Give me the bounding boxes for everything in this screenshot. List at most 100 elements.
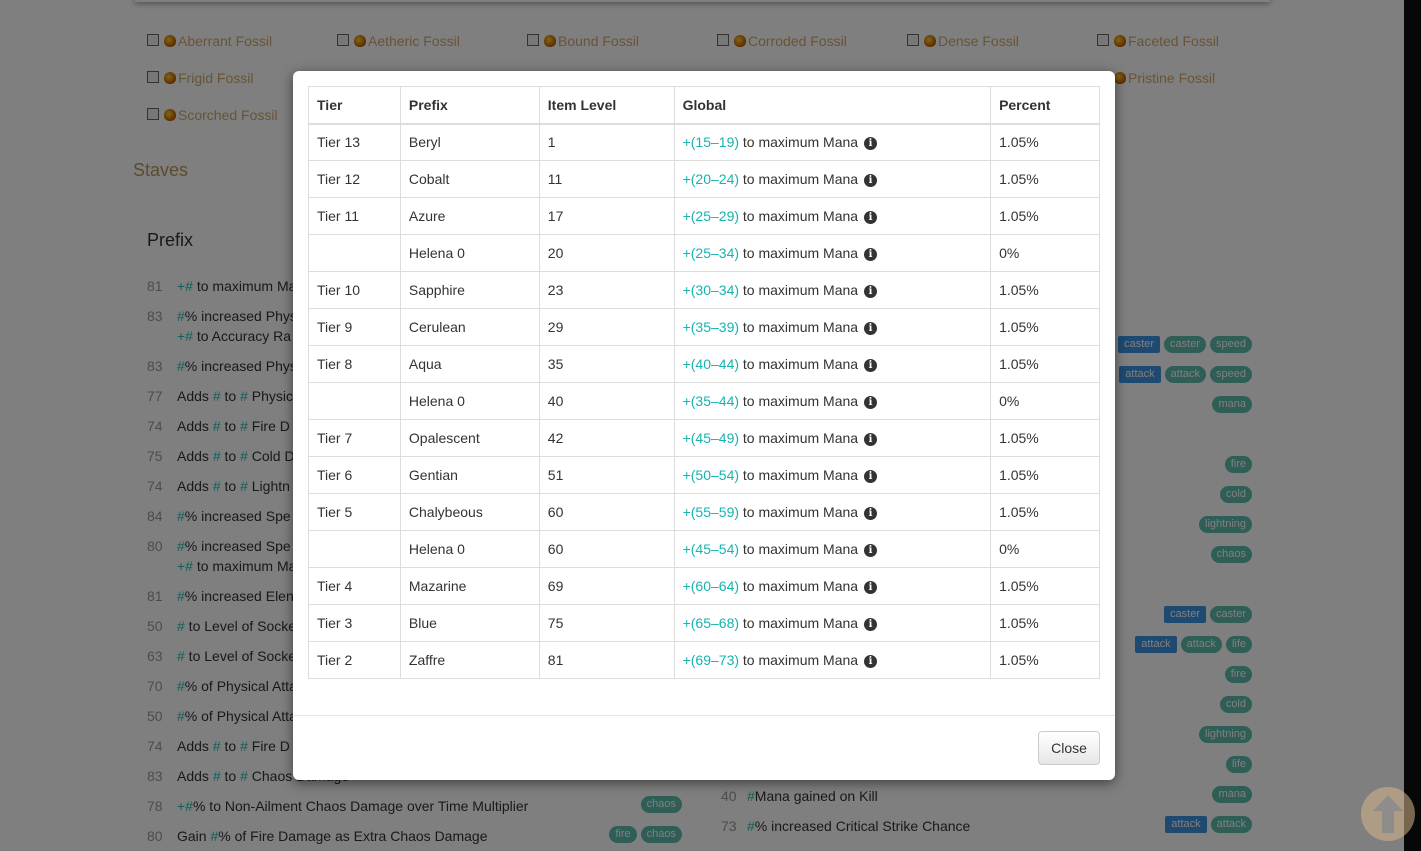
item-level-cell: 29 <box>538 308 675 346</box>
table-row: Tier 3 Blue 75 +(65–68) to maximum Mana i 1.… <box>308 604 1100 642</box>
global-cell: +(30–34) to maximum Mana i <box>673 271 992 309</box>
tier-table: Tier Prefix Item Level Global Percent Tier 1… <box>308 86 1100 679</box>
prefix-cell: Azure <box>399 197 540 235</box>
item-level-cell: 20 <box>538 234 675 272</box>
column-header: Prefix <box>399 86 540 125</box>
tier-cell: Tier 3 <box>308 604 401 642</box>
global-cell: +(45–49) to maximum Mana i <box>673 419 992 457</box>
percent-cell: 1.05% <box>990 197 1100 235</box>
global-cell: +(25–29) to maximum Mana i <box>673 197 992 235</box>
info-icon[interactable]: i <box>863 137 877 151</box>
tier-cell: Tier 4 <box>308 567 401 605</box>
mod-tiers-modal: Tier Prefix Item Level Global Percent Tier 1… <box>293 71 1115 780</box>
value-range: +(65–68) <box>682 615 740 631</box>
tier-cell: Tier 9 <box>308 308 401 346</box>
arrow-up-icon <box>1373 795 1403 833</box>
table-row: Tier 7 Opalescent 42 +(45–49) to maximum Ma… <box>308 419 1100 457</box>
info-icon[interactable]: i <box>863 581 877 594</box>
item-level-cell: 17 <box>538 197 675 235</box>
table-row: Tier 4 Mazarine 69 +(60–64) to maximum Mana… <box>308 567 1100 605</box>
table-row: Tier 9 Cerulean 29 +(35–39) to maximum Mana… <box>308 308 1100 346</box>
value-range: +(20–24) <box>682 171 740 187</box>
tier-cell: Tier 6 <box>308 456 401 494</box>
item-level-cell: 69 <box>538 567 675 605</box>
value-range: +(50–54) <box>682 467 740 483</box>
percent-cell: 1.05% <box>990 308 1100 346</box>
percent-cell: 1.05% <box>990 345 1100 383</box>
stat-text: to maximum Mana <box>739 393 859 409</box>
modal-footer <box>293 715 1115 716</box>
global-cell: +(55–59) to maximum Mana i <box>673 493 992 531</box>
table-row: Tier 8 Aqua 35 +(40–44) to maximum Mana i 1.… <box>308 345 1100 383</box>
prefix-cell: Aqua <box>399 345 540 383</box>
info-icon[interactable]: i <box>863 211 877 224</box>
global-cell: +(65–68) to maximum Mana i <box>673 604 992 642</box>
value-range: +(69–73) <box>682 652 740 668</box>
value-range: +(25–34) <box>682 245 740 261</box>
scrollbar[interactable] <box>1404 0 1421 851</box>
item-level-cell: 75 <box>538 604 675 642</box>
tier-cell: Tier 8 <box>308 345 401 383</box>
prefix-cell: Cerulean <box>399 308 540 346</box>
close-button[interactable]: Close <box>1038 731 1100 765</box>
percent-cell: 1.05% <box>990 567 1100 605</box>
global-cell: +(50–54) to maximum Mana i <box>673 456 992 494</box>
info-icon[interactable]: i <box>863 359 877 372</box>
stat-text: to maximum Mana <box>739 208 859 224</box>
info-icon[interactable]: i <box>863 285 877 298</box>
stat-text: to maximum Mana <box>739 171 859 187</box>
tier-cell <box>308 234 401 272</box>
percent-cell: 1.05% <box>990 641 1100 679</box>
item-level-cell: 60 <box>538 493 675 531</box>
value-range: +(45–49) <box>682 430 740 446</box>
global-cell: +(15–19) to maximum Mana i <box>673 123 992 161</box>
info-icon[interactable]: i <box>863 433 877 446</box>
info-icon[interactable]: i <box>863 655 877 668</box>
scroll-to-top-button[interactable] <box>1361 787 1415 841</box>
stat-text: to maximum Mana <box>739 541 859 557</box>
value-range: +(60–64) <box>682 578 740 594</box>
stat-text: to maximum Mana <box>739 245 859 261</box>
info-icon[interactable]: i <box>863 248 877 261</box>
table-row: Helena 0 60 +(45–54) to maximum Mana i 0% <box>308 530 1100 568</box>
tier-cell <box>308 530 401 568</box>
percent-cell: 1.05% <box>990 456 1100 494</box>
stat-text: to maximum Mana <box>739 615 859 631</box>
prefix-cell: Sapphire <box>399 271 540 309</box>
prefix-cell: Opalescent <box>399 419 540 457</box>
info-icon[interactable]: i <box>863 322 877 335</box>
prefix-cell: Gentian <box>399 456 540 494</box>
tier-cell <box>308 382 401 420</box>
info-icon[interactable]: i <box>863 507 877 520</box>
item-level-cell: 42 <box>538 419 675 457</box>
column-header: Tier <box>308 86 401 125</box>
info-icon[interactable]: i <box>863 174 877 187</box>
percent-cell: 1.05% <box>990 493 1100 531</box>
percent-cell: 0% <box>990 382 1100 420</box>
tier-cell: Tier 13 <box>308 123 401 161</box>
value-range: +(15–19) <box>682 134 740 151</box>
prefix-cell: Beryl <box>399 123 540 161</box>
item-level-cell: 60 <box>538 530 675 568</box>
table-row: Helena 0 40 +(35–44) to maximum Mana i 0% <box>308 382 1100 420</box>
info-icon[interactable]: i <box>863 470 877 483</box>
prefix-cell: Helena 0 <box>399 382 540 420</box>
table-row: Tier 12 Cobalt 11 +(20–24) to maximum Mana … <box>308 160 1100 198</box>
stat-text: to maximum Mana <box>739 319 859 335</box>
tier-cell: Tier 12 <box>308 160 401 198</box>
percent-cell: 0% <box>990 530 1100 568</box>
info-icon[interactable]: i <box>863 618 877 631</box>
item-level-cell: 11 <box>538 160 675 198</box>
value-range: +(40–44) <box>682 356 740 372</box>
table-row: Tier 6 Gentian 51 +(50–54) to maximum Mana … <box>308 456 1100 494</box>
global-cell: +(35–39) to maximum Mana i <box>673 308 992 346</box>
info-icon[interactable]: i <box>863 396 877 409</box>
prefix-cell: Blue <box>399 604 540 642</box>
global-cell: +(40–44) to maximum Mana i <box>673 345 992 383</box>
percent-cell: 1.05% <box>990 419 1100 457</box>
percent-cell: 1.05% <box>990 123 1100 161</box>
prefix-cell: Helena 0 <box>399 234 540 272</box>
info-icon[interactable]: i <box>863 544 877 557</box>
global-cell: +(60–64) to maximum Mana i <box>673 567 992 605</box>
